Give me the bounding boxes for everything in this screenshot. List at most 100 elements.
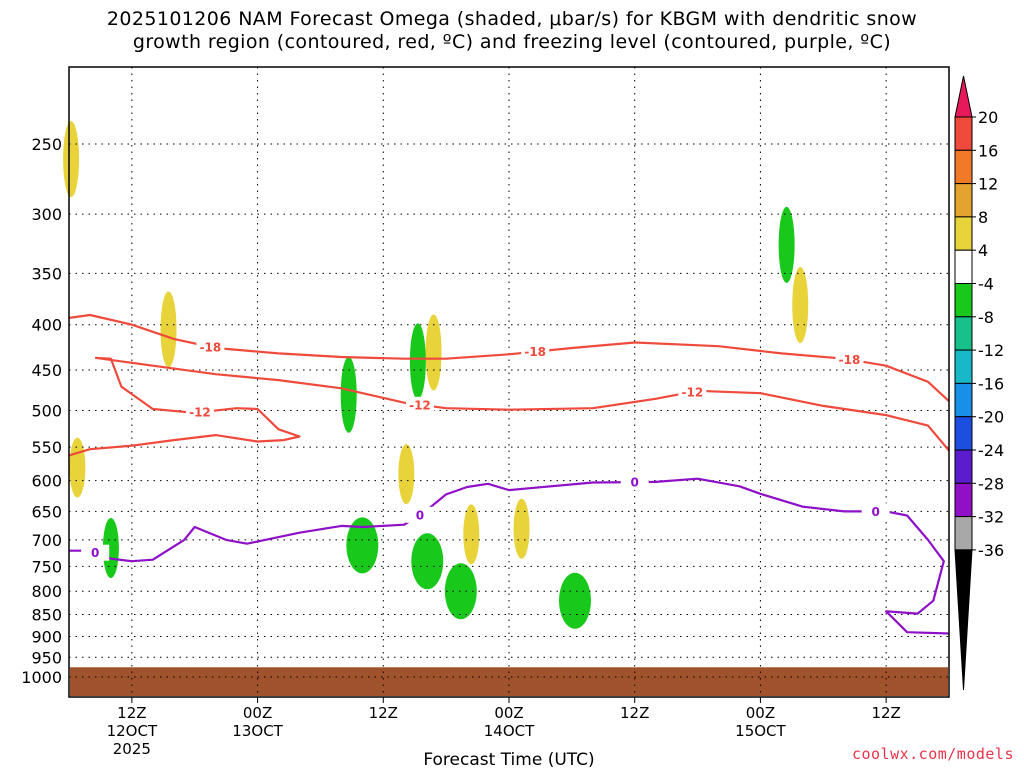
y-tick-label-250: 250 xyxy=(31,135,62,154)
colorbar-label-7: -12 xyxy=(978,341,1004,360)
contour-label-bg-3-3 xyxy=(861,503,890,520)
omega-area-negative-9 xyxy=(409,323,426,400)
contour-label-bg-1-0 xyxy=(185,404,214,421)
chart-title-line2: growth region (contoured, red, ºC) and f… xyxy=(132,31,892,53)
colorbar-label-3: 8 xyxy=(978,208,988,227)
x-tick-label-1-1: 13OCT xyxy=(232,722,283,740)
contour-label-3-1: 0 xyxy=(416,508,424,522)
contour-label-bg-2-0 xyxy=(405,396,434,413)
x-tick-label-0-2: 2025 xyxy=(113,740,151,758)
x-tick-label-3-0: 00Z xyxy=(494,704,523,722)
colorbar-segment-11 xyxy=(954,482,973,518)
colorbar-label-0: 20 xyxy=(978,108,998,127)
colorbar-label-4: 4 xyxy=(978,241,988,260)
omega-area-negative-15 xyxy=(559,572,591,629)
contour-label-3-2: 0 xyxy=(631,476,639,490)
y-tick-label-500: 500 xyxy=(31,402,62,421)
credit-link[interactable]: coolwx.com/models xyxy=(851,745,1014,763)
y-tick-label-300: 300 xyxy=(31,205,62,224)
y-tick-label-750: 750 xyxy=(31,557,62,576)
colorbar-label-6: -8 xyxy=(978,308,994,327)
colorbar-arrow-bottom xyxy=(954,549,973,691)
omega-area-positive-3 xyxy=(425,314,442,391)
colorbar-label-13: -36 xyxy=(978,541,1004,560)
omega-area-negative-11 xyxy=(102,518,119,579)
contour-label-bg-0-2 xyxy=(835,351,864,368)
contour-label-0-1: -18 xyxy=(524,345,546,359)
colorbar-label-11: -28 xyxy=(978,474,1004,493)
chart-title: 2025101206 NAM Forecast Omega (shaded, μ… xyxy=(0,8,1024,54)
omega-area-positive-1 xyxy=(160,291,177,368)
colorbar-segment-1 xyxy=(954,149,973,185)
omega-area-negative-14 xyxy=(444,563,477,620)
y-tick-label-900: 900 xyxy=(31,627,62,646)
colorbar-label-12: -32 xyxy=(978,508,1004,527)
y-tick-label-950: 950 xyxy=(31,648,62,667)
y-tick-label-650: 650 xyxy=(31,502,62,521)
x-tick-label-3-1: 14OCT xyxy=(484,722,535,740)
y-tick-label-550: 550 xyxy=(31,438,62,457)
colorbar-label-9: -20 xyxy=(978,408,1004,427)
x-axis-title: Forecast Time (UTC) xyxy=(423,750,594,768)
y-tick-label-1000: 1000 xyxy=(21,668,62,687)
chart-title-line1: 2025101206 NAM Forecast Omega (shaded, μ… xyxy=(106,8,918,30)
omega-area-positive-4 xyxy=(398,444,415,505)
x-tick-label-6-0: 12Z xyxy=(871,704,900,722)
y-tick-label-800: 800 xyxy=(31,582,62,601)
colorbar-label-2: 12 xyxy=(978,175,998,194)
omega-area-negative-13 xyxy=(411,533,444,590)
colorbar-label-10: -24 xyxy=(978,441,1004,460)
contour-line-3 xyxy=(69,477,950,635)
y-tick-label-400: 400 xyxy=(31,316,62,335)
contour-label-bg-0-0 xyxy=(196,338,225,355)
y-tick-label-600: 600 xyxy=(31,472,62,491)
x-tick-label-2-0: 12Z xyxy=(369,704,398,722)
y-tick-label-350: 350 xyxy=(31,264,62,283)
x-tick-label-1-0: 00Z xyxy=(243,704,272,722)
omega-area-positive-6 xyxy=(513,498,530,559)
y-tick-label-450: 450 xyxy=(31,361,62,380)
omega-area-positive-5 xyxy=(463,504,480,565)
omega-area-positive-2 xyxy=(69,437,86,498)
colorbar-segment-0 xyxy=(954,116,973,151)
x-tick-label-5-1: 15OCT xyxy=(735,722,786,740)
contour-line-2 xyxy=(95,356,950,452)
colorbar-segment-6 xyxy=(954,316,973,351)
contour-label-3-3: 0 xyxy=(871,505,879,519)
contour-label-3-0: 0 xyxy=(91,546,99,560)
colorbar-segment-2 xyxy=(954,183,973,218)
x-tick-label-0-0: 12Z xyxy=(117,704,146,722)
plot-frame xyxy=(68,66,950,698)
contour-label-0-2: -18 xyxy=(839,353,861,367)
colorbar-segment-5 xyxy=(954,283,973,318)
contour-label-bg-3-2 xyxy=(620,474,649,491)
contour-label-2-0: -12 xyxy=(409,398,431,412)
omega-area-positive-0 xyxy=(63,121,80,198)
contour-label-2-1: -12 xyxy=(681,385,703,399)
colorbar-segment-9 xyxy=(954,416,973,451)
contour-label-bg-3-0 xyxy=(81,544,110,561)
contour-line-1 xyxy=(68,356,301,457)
contour-label-1-0: -12 xyxy=(189,406,211,420)
omega-area-negative-12 xyxy=(346,517,379,574)
x-tick-label-4-0: 12Z xyxy=(620,704,649,722)
colorbar-segment-3 xyxy=(954,216,973,251)
colorbar-segment-12 xyxy=(954,516,973,551)
colorbar-segment-8 xyxy=(954,382,973,418)
colorbar-arrow-top xyxy=(954,75,973,118)
colorbar-segment-7 xyxy=(954,349,973,384)
contour-label-bg-2-1 xyxy=(678,383,707,400)
y-tick-label-700: 700 xyxy=(31,531,62,550)
colorbar-label-5: -4 xyxy=(978,275,994,294)
y-tick-label-850: 850 xyxy=(31,606,62,625)
colorbar-segment-4 xyxy=(954,249,973,284)
x-tick-label-5-0: 00Z xyxy=(746,704,775,722)
colorbar-label-8: -16 xyxy=(978,374,1004,393)
colorbar-label-1: 16 xyxy=(978,141,998,160)
omega-area-negative-8 xyxy=(778,206,795,283)
omega-area-negative-10 xyxy=(340,356,357,433)
contour-label-bg-0-1 xyxy=(521,343,550,360)
contour-label-bg-3-1 xyxy=(405,506,434,523)
colorbar-segment-10 xyxy=(954,449,973,484)
